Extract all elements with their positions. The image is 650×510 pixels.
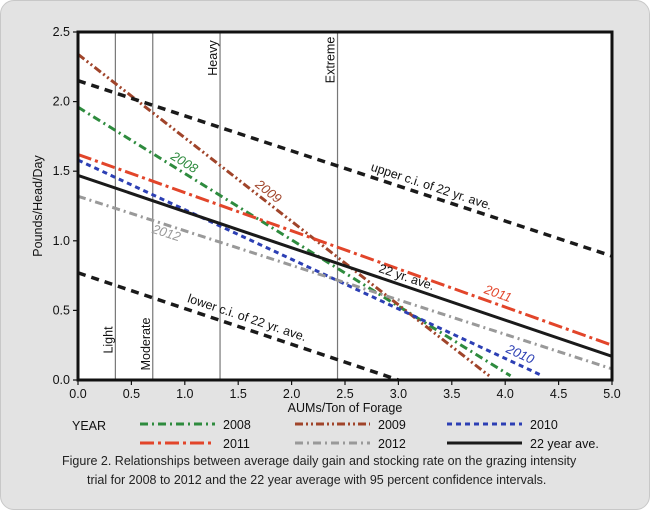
stocking-label-moderate: Moderate [139, 318, 153, 371]
caption-line-2: trial for 2008 to 2012 and the 22 year a… [87, 473, 547, 487]
x-tick-label: 1.5 [230, 387, 247, 401]
y-tick-label: 0.0 [53, 373, 70, 387]
x-tick-label: 1.0 [176, 387, 193, 401]
series-line-upper-c-i-of-22-yr-ave [78, 79, 612, 258]
series-line-22-year-ave [78, 173, 612, 358]
caption-line-1: Figure 2. Relationships between average … [62, 454, 577, 468]
series-line-2008 [78, 105, 512, 378]
x-tick-label: 2.5 [336, 387, 353, 401]
legend-label-2008: 2008 [223, 418, 251, 432]
y-axis: 0.0 0.5 1.0 1.5 2.0 2.5 [53, 25, 78, 387]
x-tick-label: 3.0 [390, 387, 407, 401]
y-axis-label: Pounds/Head/Day [31, 155, 45, 257]
y-tick-label: 1.0 [53, 234, 70, 248]
series-line-2011 [78, 153, 612, 347]
stocking-label-light: Light [101, 326, 115, 354]
series-line-2009 [78, 53, 491, 378]
legend-label-2009: 2009 [378, 418, 406, 432]
x-axis-label: AUMs/Ton of Forage [288, 401, 403, 415]
legend-label-2011: 2011 [223, 437, 250, 451]
legend-title: YEAR [72, 419, 106, 433]
legend: YEAR 2008 2009 2010 2011 2012 22 year ave. [72, 418, 599, 451]
y-tick-label: 0.5 [53, 303, 70, 317]
x-tick-label: 0.5 [123, 387, 140, 401]
series-line-2012 [78, 194, 612, 371]
stocking-label-heavy: Heavy [206, 40, 220, 76]
x-axis: 0.0 0.5 1.0 1.5 2.0 2.5 3.0 3.5 4.0 4.5 5.0 [69, 380, 621, 401]
legend-label-22-year-ave: 22 year ave. [530, 437, 599, 451]
x-tick-label: 3.5 [443, 387, 460, 401]
y-tick-label: 1.5 [53, 164, 70, 178]
series-lines [78, 53, 612, 380]
x-tick-label: 0.0 [69, 387, 86, 401]
stocking-label-extreme: Extreme [324, 37, 338, 84]
y-tick-label: 2.5 [53, 25, 70, 39]
y-tick-label: 2.0 [53, 95, 70, 109]
x-tick-label: 4.0 [497, 387, 514, 401]
legend-label-2012: 2012 [378, 437, 406, 451]
x-tick-label: 4.5 [550, 387, 567, 401]
series-line-2010 [78, 158, 544, 378]
figure-caption: Figure 2. Relationships between average … [62, 452, 642, 490]
x-tick-label: 5.0 [603, 387, 620, 401]
legend-label-2010: 2010 [530, 418, 558, 432]
series-line-lower-c-i-of-22-yr-ave [78, 271, 399, 380]
x-tick-label: 2.0 [283, 387, 300, 401]
